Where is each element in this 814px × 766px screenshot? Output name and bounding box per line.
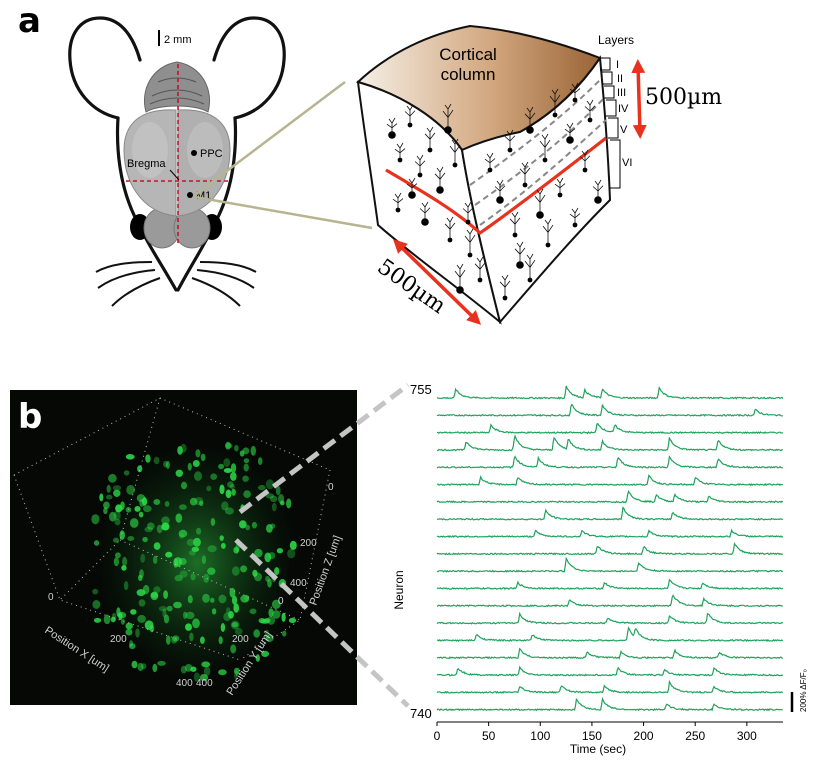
trace-neuron-13 [436, 594, 783, 608]
depth-label: 500µm [645, 85, 722, 110]
trace-neuron-9 [436, 528, 784, 539]
x-tick-label: 200 [634, 729, 654, 743]
zoom-line-bottom [194, 195, 373, 230]
column-title-line2: column [441, 65, 496, 84]
z-tick-200: 200 [300, 538, 317, 549]
ppc-label: PPC [200, 148, 223, 160]
trace-neuron-18 [436, 679, 784, 694]
calcium-trace-chart: 0 50 100 150 200 250 300 [434, 385, 784, 743]
trace-neuron-8 [436, 506, 784, 521]
y-tick-0: 0 [278, 596, 284, 607]
trace-neuron-2 [436, 403, 783, 417]
m1-dot [187, 192, 193, 198]
x-tick-label: 50 [482, 729, 496, 743]
cortical-column-block [356, 24, 612, 325]
width-arrow [392, 239, 482, 325]
layers-title: Layers [598, 33, 634, 47]
x-tick-label: 100 [530, 729, 550, 743]
y-tick-200: 200 [232, 634, 249, 645]
layer-label-vi: VI [622, 157, 632, 169]
x-tick-label: 150 [582, 729, 602, 743]
trace-neuron-5 [436, 455, 783, 469]
x-tick-label: 300 [737, 729, 757, 743]
x-axis-label: Time (sec) [570, 742, 626, 756]
layer-label-iii: III [617, 87, 626, 99]
trace-neuron-3 [436, 422, 783, 435]
volume-image [10, 390, 357, 705]
x-tick-200: 200 [110, 634, 127, 645]
zoom-dash-top [238, 383, 410, 514]
panel-a-label: a [18, 1, 41, 41]
z-tick-400: 400 [290, 578, 307, 589]
layer-v-boundary [385, 136, 607, 236]
x-tick-label: 250 [685, 729, 705, 743]
column-title-line1: Cortical [439, 45, 497, 64]
trace-neuron-1 [436, 385, 784, 400]
ppc-dot [191, 150, 197, 156]
top-neuron-label: 755 [410, 382, 432, 397]
trace-neuron-10 [436, 541, 783, 556]
scale-bar-label: 2 mm [164, 34, 192, 46]
depth-arrow [631, 59, 647, 139]
trace-neuron-4 [436, 434, 783, 452]
trace-neuron-14 [436, 611, 784, 625]
bregma-label: Bregma [127, 158, 166, 170]
bottom-neuron-label: 740 [410, 706, 432, 721]
trace-neuron-15 [436, 626, 784, 643]
trace-neuron-19 [436, 696, 783, 712]
trace-neuron-17 [436, 665, 784, 677]
x-tick-0: 0 [48, 592, 54, 603]
zoom-line-top [194, 81, 346, 196]
zoom-dash-bottom [234, 538, 410, 708]
trace-neuron-6 [436, 473, 784, 487]
panel-b-label: b [18, 397, 42, 437]
amplitude-scale-label: 200% ΔF/F₀ [799, 669, 808, 712]
trace-neuron-11 [436, 556, 783, 573]
mouse-whiskers [95, 261, 257, 307]
brain-image [123, 61, 231, 249]
layer-label-ii: II [617, 73, 623, 85]
bregma-pointer [169, 169, 180, 181]
z-tick-0: 0 [328, 482, 334, 493]
layer-label-iv: IV [618, 103, 629, 115]
trace-neuron-16 [436, 647, 783, 660]
layer-brackets [600, 57, 621, 189]
x-tick-400: 400 [176, 678, 193, 689]
y-axis-label: Neuron [392, 570, 406, 609]
x-tick-label: 0 [434, 729, 441, 743]
layer-label-v: V [620, 124, 628, 136]
trace-neuron-12 [436, 578, 784, 591]
layer-label-i: I [616, 59, 619, 71]
trace-neuron-7 [436, 489, 784, 504]
mouse-head-drawing [68, 16, 286, 292]
y-tick-400: 400 [196, 678, 213, 689]
